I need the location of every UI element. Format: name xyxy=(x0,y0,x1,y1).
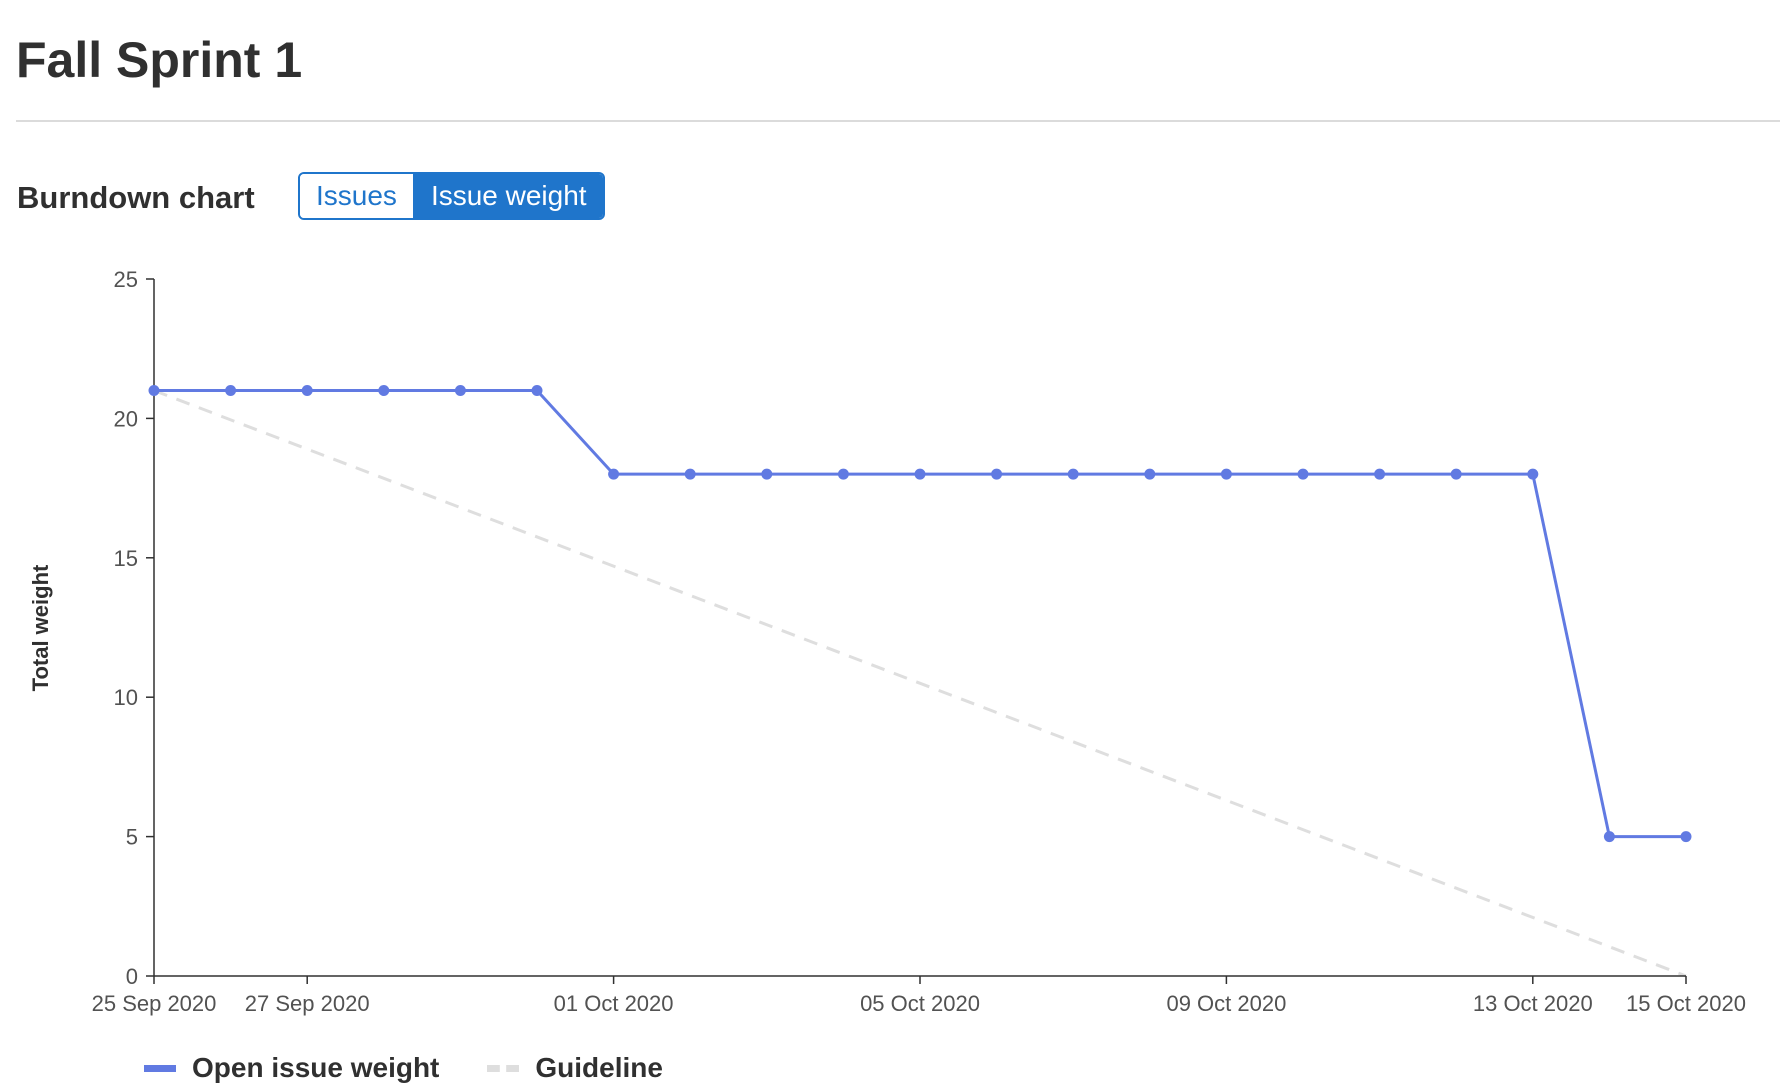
legend-label-guideline: Guideline xyxy=(535,1052,663,1083)
legend-label-open-issue-weight: Open issue weight xyxy=(192,1052,440,1083)
data-point-2020-10-02 xyxy=(684,468,696,480)
page-title: Fall Sprint 1 xyxy=(16,32,303,88)
data-point-2020-10-07 xyxy=(1067,468,1079,480)
x-tick-label-2020-09-27: 27 Sep 2020 xyxy=(245,991,370,1016)
y-axis-title: Total weight xyxy=(28,564,53,691)
x-tick-label-2020-10-01: 01 Oct 2020 xyxy=(554,991,674,1016)
data-point-2020-10-09 xyxy=(1220,468,1232,480)
data-point-2020-10-15 xyxy=(1680,831,1692,843)
data-point-2020-10-04 xyxy=(837,468,849,480)
chart-mode-toggle: Issues Issue weight xyxy=(298,172,605,220)
x-tick-label-2020-10-13: 13 Oct 2020 xyxy=(1473,991,1593,1016)
issues-toggle-button[interactable]: Issues xyxy=(300,174,413,218)
data-point-2020-09-25 xyxy=(148,385,160,397)
y-tick-label-0: 0 xyxy=(126,964,138,989)
legend-swatch-open-issue-weight xyxy=(144,1064,176,1072)
guideline-layer xyxy=(153,389,1687,978)
axes: 0 5 10 15 20 25 25 Sep 2020 27 Sep 2020 01 Oct 2… xyxy=(92,267,1746,1016)
series-line-open-issue-weight xyxy=(154,389,1686,839)
data-point-2020-10-03 xyxy=(761,468,773,480)
chart-legend: Open issue weight Guideline xyxy=(144,1048,711,1088)
data-point-2020-10-10 xyxy=(1297,468,1309,480)
data-point-2020-10-11 xyxy=(1374,468,1386,480)
data-point-2020-09-26 xyxy=(225,385,237,397)
y-tick-label-20: 20 xyxy=(114,406,138,431)
x-tick-label-2020-09-25: 25 Sep 2020 xyxy=(92,991,217,1016)
burndown-heading: Burndown chart xyxy=(17,180,255,215)
x-tick-label-2020-10-05: 05 Oct 2020 xyxy=(860,991,980,1016)
data-point-2020-09-30 xyxy=(531,385,543,397)
issue-weight-toggle-button[interactable]: Issue weight xyxy=(412,174,603,218)
y-tick-label-10: 10 xyxy=(114,685,138,710)
y-tick-label-5: 5 xyxy=(126,825,138,850)
y-tick-label-15: 15 xyxy=(114,546,138,571)
series-layer xyxy=(148,385,1692,843)
data-point-2020-09-29 xyxy=(454,385,466,397)
burndown-chart: 0 5 10 15 20 25 25 Sep 2020 27 Sep 2020 01 Oct 2… xyxy=(28,267,1746,1016)
series-line-guideline xyxy=(153,389,1687,978)
legend-swatch-guideline xyxy=(487,1064,520,1072)
y-tick-label-25: 25 xyxy=(114,267,138,292)
data-point-2020-10-12 xyxy=(1450,468,1462,480)
legend-item-guideline[interactable]: Guideline xyxy=(487,1052,663,1084)
data-point-2020-09-27 xyxy=(301,385,313,397)
data-point-2020-09-28 xyxy=(378,385,390,397)
data-point-2020-10-05 xyxy=(914,468,926,480)
data-point-2020-10-01 xyxy=(608,468,620,480)
legend-item-open-issue-weight[interactable]: Open issue weight xyxy=(144,1052,439,1084)
data-point-2020-10-08 xyxy=(1144,468,1156,480)
data-point-2020-10-13 xyxy=(1527,468,1539,480)
title-divider xyxy=(16,120,1780,122)
data-point-2020-10-06 xyxy=(991,468,1003,480)
x-tick-label-2020-10-09: 09 Oct 2020 xyxy=(1166,991,1286,1016)
data-point-2020-10-14 xyxy=(1603,831,1615,843)
x-tick-label-2020-10-15: 15 Oct 2020 xyxy=(1626,991,1746,1016)
